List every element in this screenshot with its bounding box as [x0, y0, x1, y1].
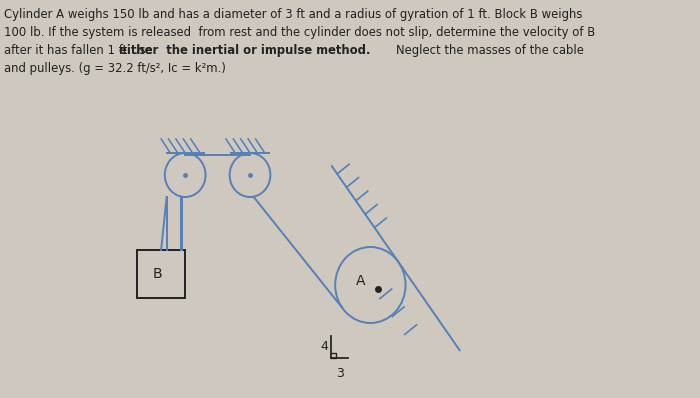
Bar	[137, 250, 186, 298]
Text: Cylinder A weighs 150 lb and has a diameter of 3 ft and a radius of gyration of : Cylinder A weighs 150 lb and has a diame…	[4, 8, 582, 21]
Text: after it has fallen 1 ft.Use: after it has fallen 1 ft.Use	[4, 44, 153, 57]
Text: and pulleys. (g = 32.2 ft/s², Ic = k²m.): and pulleys. (g = 32.2 ft/s², Ic = k²m.)	[4, 62, 225, 75]
Text: either  the inertial or impulse method.: either the inertial or impulse method.	[118, 44, 370, 57]
Text: 100 lb. If the system is released  from rest and the cylinder does not slip, det: 100 lb. If the system is released from r…	[4, 26, 595, 39]
Text: 3: 3	[336, 367, 344, 380]
Text: B: B	[153, 267, 162, 281]
Text: 4: 4	[320, 341, 328, 353]
Text: Neglect the masses of the cable: Neglect the masses of the cable	[396, 44, 584, 57]
Text: A: A	[356, 274, 366, 288]
